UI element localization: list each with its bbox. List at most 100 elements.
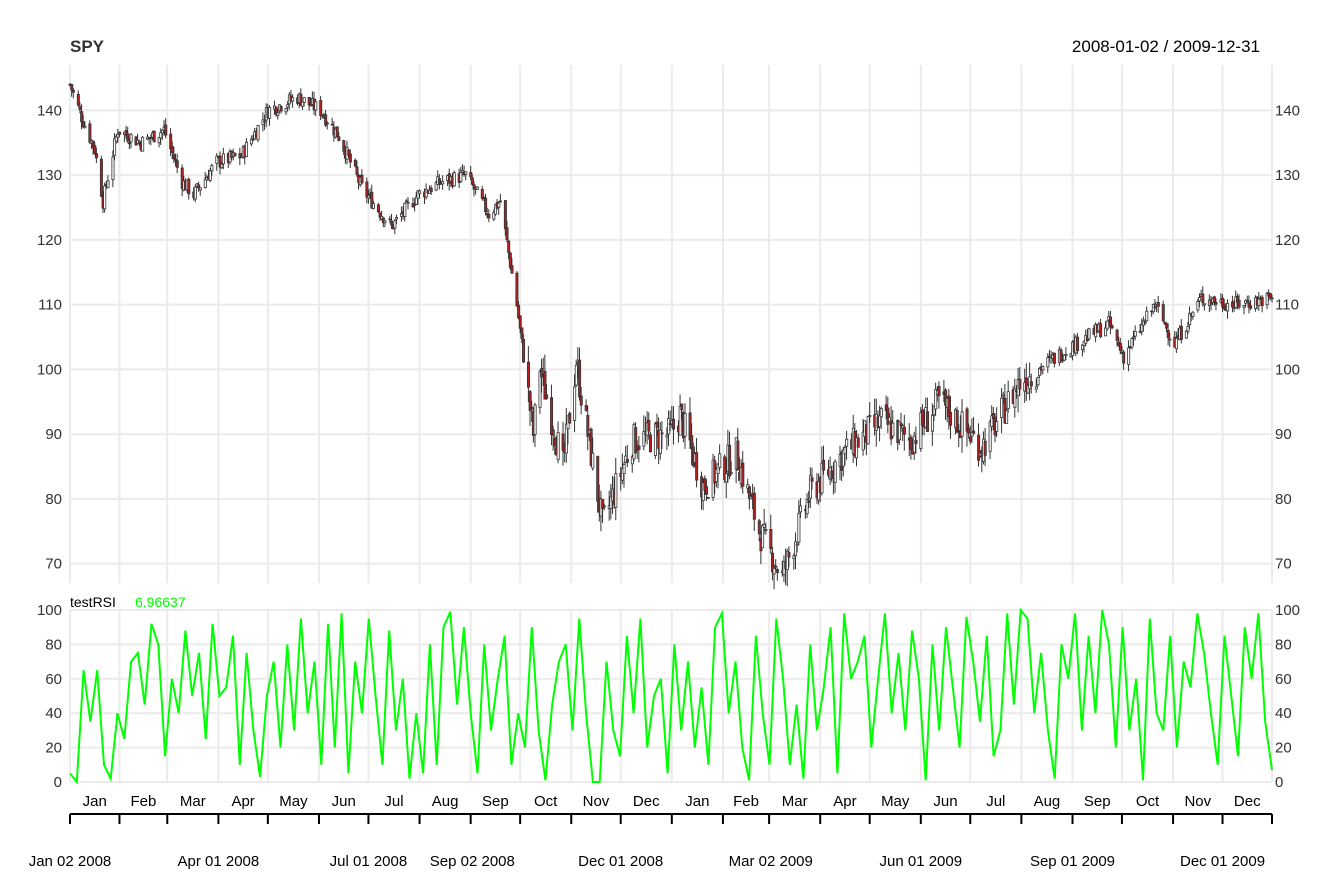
candle-body xyxy=(833,461,837,483)
x-month-label: Jun xyxy=(332,793,356,810)
x-month-label: Oct xyxy=(1136,793,1160,810)
rsi-ytick-right: 80 xyxy=(1275,636,1292,653)
candle-body xyxy=(769,529,773,549)
candle-body xyxy=(792,555,796,559)
candle-body xyxy=(1226,302,1230,312)
candle-body xyxy=(507,240,511,253)
price-ytick-left: 70 xyxy=(45,556,62,573)
x-month-label: Jul xyxy=(986,793,1005,810)
candle-body xyxy=(233,152,237,157)
candle-body xyxy=(1087,328,1091,340)
candle-body xyxy=(441,180,445,185)
x-month-label: Dec xyxy=(633,793,660,810)
x-date-label: Dec 01 2009 xyxy=(1180,853,1265,870)
candle-body xyxy=(820,462,824,494)
x-axis: Jan Feb Mar Apr May Jun Jul Aug Sep Oct Nov Dec Jan F… xyxy=(29,793,1273,870)
candle-body xyxy=(1034,386,1038,390)
candle-body xyxy=(1237,299,1241,308)
x-date-label: Jun 01 2009 xyxy=(880,853,963,870)
candle-body xyxy=(522,339,526,363)
candle-body xyxy=(1260,296,1264,307)
candle-body xyxy=(286,104,290,108)
candle-body xyxy=(498,200,502,203)
candle-body xyxy=(159,132,163,139)
candle-body xyxy=(772,567,776,575)
candle-body xyxy=(1099,323,1103,338)
candle-body xyxy=(757,520,761,535)
candle-body xyxy=(197,184,201,189)
candle-body xyxy=(1118,343,1122,351)
candle-body xyxy=(967,428,971,434)
candle-body xyxy=(1130,338,1134,348)
candle-body xyxy=(1165,323,1169,329)
candle-body xyxy=(170,145,174,153)
candle-body xyxy=(376,204,380,213)
candle-body xyxy=(843,446,847,455)
candle-body xyxy=(1145,310,1149,322)
candle-body xyxy=(1109,316,1113,328)
candle-body xyxy=(365,181,369,198)
candle-body xyxy=(909,436,913,450)
candle-body xyxy=(342,140,346,152)
candle-body xyxy=(602,505,606,508)
rsi-ytick-left: 60 xyxy=(45,671,62,688)
candle-body xyxy=(406,201,410,204)
candle-body xyxy=(655,421,659,428)
x-month-label: May xyxy=(881,793,910,810)
candle-body xyxy=(807,500,811,503)
candle-body xyxy=(667,418,671,435)
candle-body xyxy=(279,106,283,112)
candle-body xyxy=(574,364,578,386)
candle-body xyxy=(1076,336,1080,352)
candle-body xyxy=(172,154,176,160)
candle-body xyxy=(459,171,463,182)
candle-body xyxy=(1059,349,1063,362)
x-date-label: Jan 02 2008 xyxy=(29,853,112,870)
candle-body xyxy=(1202,303,1206,306)
candle-body xyxy=(487,213,491,219)
candle-body xyxy=(78,106,82,110)
candle-body xyxy=(855,437,859,459)
candle-body xyxy=(126,133,130,142)
candle-body xyxy=(1115,329,1119,341)
candle-body xyxy=(1161,304,1165,322)
candle-body xyxy=(1257,298,1261,306)
candle-body xyxy=(925,411,929,432)
candle-body xyxy=(353,159,357,167)
candle-body xyxy=(551,429,555,436)
price-ytick-left: 90 xyxy=(45,426,62,443)
candle-body xyxy=(475,186,479,190)
candle-body xyxy=(249,138,253,145)
candle-body xyxy=(1212,296,1216,303)
candle-body xyxy=(284,108,288,113)
candle-body xyxy=(866,416,870,445)
x-month-label: Apr xyxy=(231,793,254,810)
candle-body xyxy=(988,421,992,452)
candle-body xyxy=(83,125,87,128)
candle-body xyxy=(530,406,534,409)
candle-body xyxy=(393,220,397,229)
candle-body xyxy=(71,89,75,93)
candle-body xyxy=(972,430,976,434)
x-month-label: Apr xyxy=(833,793,856,810)
candle-body xyxy=(795,543,799,546)
rsi-ytick-right: 20 xyxy=(1275,740,1292,757)
rsi-ytick-right: 40 xyxy=(1275,705,1292,722)
candle-body xyxy=(276,112,280,116)
x-date-label: Sep 02 2008 xyxy=(430,853,515,870)
candle-body xyxy=(1110,325,1114,329)
candle-body xyxy=(705,486,709,495)
candle-body xyxy=(1041,366,1045,371)
candle-body xyxy=(330,123,334,126)
candle-body xyxy=(518,315,522,329)
candle-body xyxy=(1231,301,1235,308)
candle-body xyxy=(80,111,84,123)
price-ytick-left: 120 xyxy=(37,232,62,249)
candle-body xyxy=(1201,293,1205,303)
candle-body xyxy=(1140,324,1144,332)
candle-body xyxy=(879,408,883,418)
candle-body xyxy=(1166,329,1170,339)
candle-body xyxy=(1062,354,1066,361)
candle-body xyxy=(218,155,222,168)
candle-body xyxy=(584,405,588,411)
